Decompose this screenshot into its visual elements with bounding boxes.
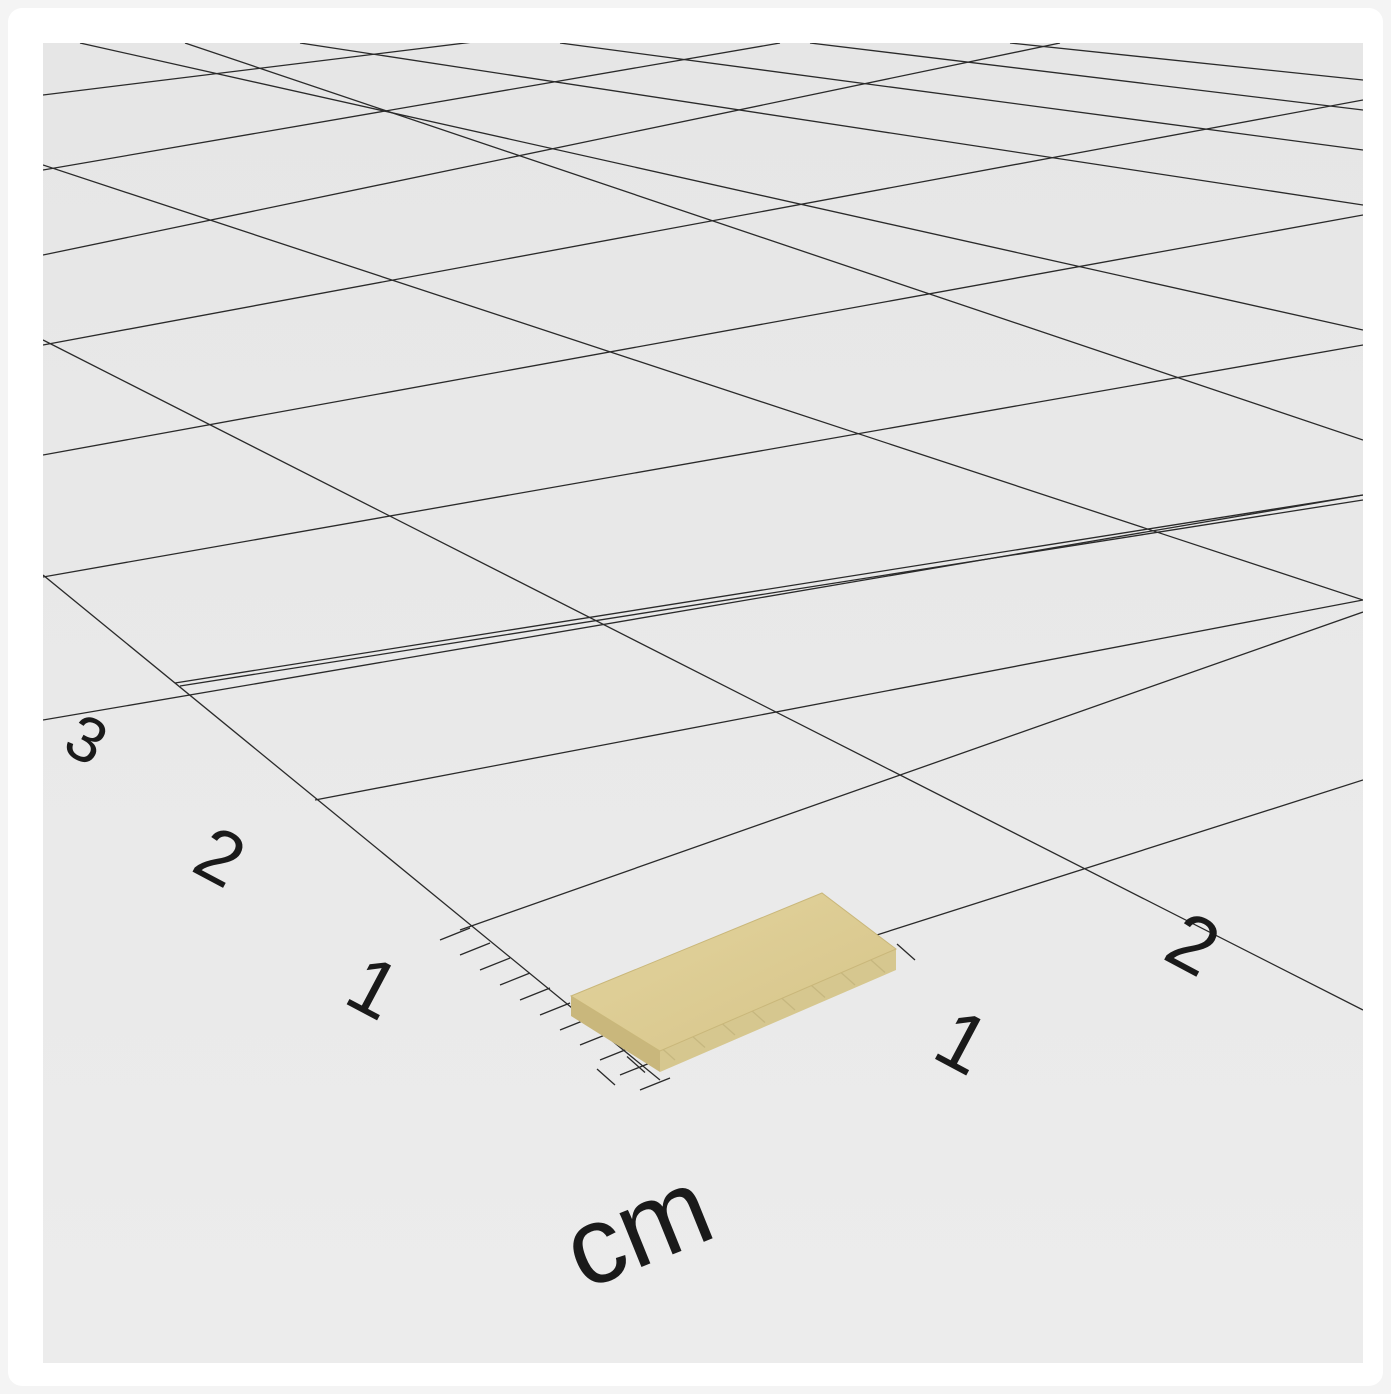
grid-line	[314, 599, 1363, 801]
grid-line	[43, 494, 1363, 721]
ruler-tick	[896, 943, 916, 961]
scene-background	[43, 43, 1363, 1363]
perspective-grid	[43, 43, 1363, 1081]
grid-line	[43, 574, 661, 1081]
grid-line	[174, 494, 1363, 684]
grid-line	[809, 43, 1363, 111]
ruler-tick	[599, 1047, 631, 1061]
grid-line	[43, 99, 1363, 346]
grid-line	[559, 43, 1363, 151]
magnet-top	[569, 892, 897, 1052]
grid-line	[79, 43, 1363, 331]
grid-line	[299, 43, 1363, 206]
grid-line	[459, 611, 1363, 931]
ruler-tick	[639, 1077, 671, 1091]
magnet-side-right	[660, 949, 896, 1072]
ruler-tick	[626, 1056, 646, 1073]
grid-line	[43, 214, 1363, 456]
ruler-tick	[619, 1062, 651, 1076]
ruler-tick	[519, 987, 551, 1001]
grid-line	[43, 164, 1363, 601]
grid-line	[43, 344, 1363, 578]
ruler-tick	[459, 942, 491, 956]
ruler-tick	[539, 1002, 571, 1016]
magnet-side-front	[571, 996, 660, 1072]
magnet-block	[569, 892, 897, 1072]
ruler-tick	[596, 1068, 616, 1086]
grid-line	[43, 339, 1363, 1011]
grid-line	[43, 43, 781, 171]
grid-line	[184, 43, 1363, 441]
grid-line	[179, 499, 1363, 687]
ruler-tick	[439, 927, 471, 941]
grid-line	[43, 43, 471, 96]
ruler-tick	[499, 972, 531, 986]
grid-line	[1009, 43, 1363, 81]
ruler-tick	[479, 957, 511, 971]
